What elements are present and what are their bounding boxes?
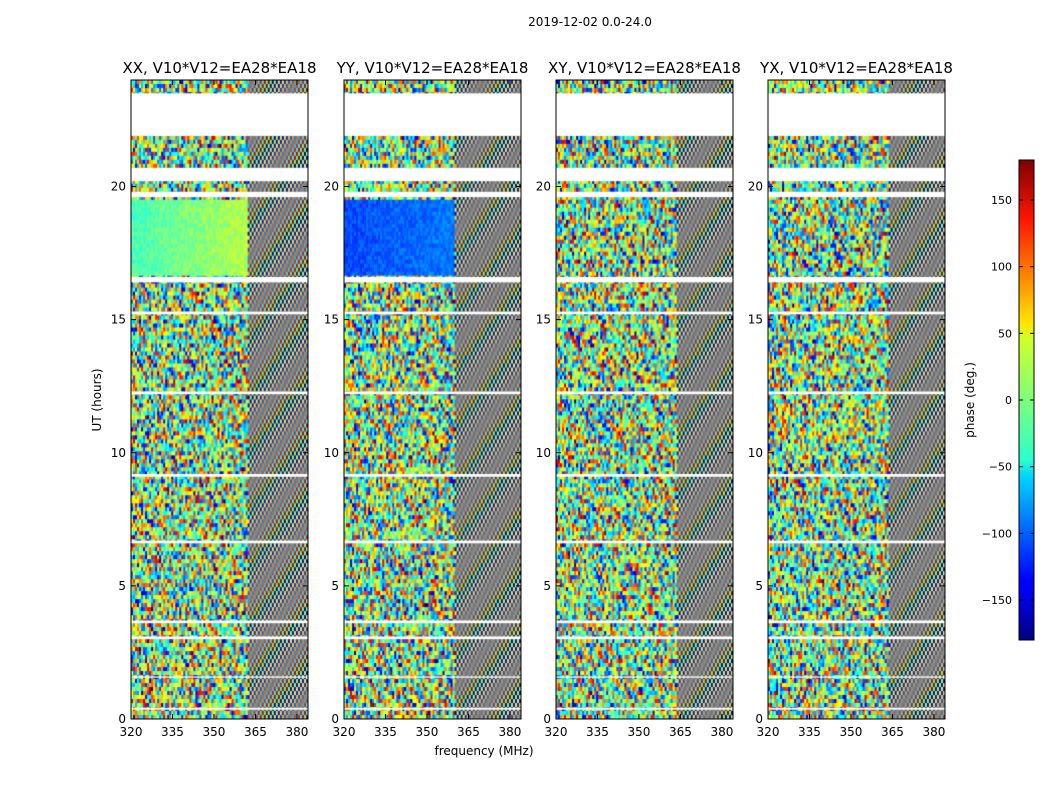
y-tick-label: 0	[331, 712, 339, 726]
colorbar: −150 −100 −50 0 50 100 150 phase (deg.)	[963, 159, 1035, 641]
colorbar-label: phase (deg.)	[963, 362, 977, 438]
y-tick-label: 20	[748, 180, 763, 194]
x-tick-label: 380	[710, 725, 733, 739]
panel-heatmap	[131, 80, 308, 719]
x-tick-label: 365	[244, 725, 267, 739]
y-tick-label: 20	[324, 180, 339, 194]
colorbar-tick-label: 50	[998, 327, 1012, 340]
panels: XX, V10*V12=EA28*EA18 320 335 350 365 380 0 5 10…	[111, 59, 953, 739]
x-tick-label: 320	[757, 725, 780, 739]
x-tick-label: 380	[922, 725, 945, 739]
panel-title: YY, V10*V12=EA28*EA18	[336, 59, 529, 77]
colorbar-tick-label: −150	[982, 594, 1012, 607]
y-tick-label: 15	[324, 313, 339, 327]
x-tick-label: 335	[374, 725, 397, 739]
y-tick-label: 5	[543, 579, 551, 593]
x-tick-label: 320	[333, 725, 356, 739]
y-tick-label: 5	[331, 579, 339, 593]
panel-title: XY, V10*V12=EA28*EA18	[548, 59, 741, 77]
panel-heatmap	[344, 80, 521, 719]
x-tick-label: 365	[881, 725, 904, 739]
panel-2: YY, V10*V12=EA28*EA18 320 335 350 365 380 0 5 10…	[324, 59, 529, 739]
y-tick-label: 10	[536, 446, 551, 460]
y-tick-label: 10	[324, 446, 339, 460]
x-tick-label: 350	[416, 725, 439, 739]
y-tick-label: 15	[748, 313, 763, 327]
x-axis-label: frequency (MHz)	[434, 744, 533, 758]
x-tick-label: 350	[203, 725, 226, 739]
y-tick-label: 0	[118, 712, 126, 726]
y-tick-label: 5	[118, 579, 126, 593]
x-tick-label: 350	[628, 725, 651, 739]
y-tick-label: 0	[543, 712, 551, 726]
figure-suptitle: 2019-12-02 0.0-24.0	[528, 15, 652, 29]
y-tick-label: 15	[111, 313, 126, 327]
panel-frame	[767, 79, 946, 720]
colorbar-tick-label: 100	[991, 261, 1012, 274]
panel-heatmap	[768, 80, 945, 719]
panel-frame	[343, 79, 522, 720]
panel-title: YX, V10*V12=EA28*EA18	[759, 59, 953, 77]
colorbar-tick-label: −50	[989, 461, 1012, 474]
panel-4: YX, V10*V12=EA28*EA18 320 335 350 365 380 0 5 10…	[748, 59, 953, 739]
colorbar-tick-label: 150	[991, 194, 1012, 207]
panel-frame	[130, 79, 309, 720]
y-tick-label: 20	[111, 180, 126, 194]
y-axis-label: UT (hours)	[90, 368, 104, 431]
x-tick-label: 335	[161, 725, 184, 739]
x-tick-label: 335	[586, 725, 609, 739]
panel-frame	[555, 79, 734, 720]
x-tick-label: 380	[498, 725, 521, 739]
x-tick-label: 335	[798, 725, 821, 739]
x-tick-label: 320	[120, 725, 143, 739]
panel-1: XX, V10*V12=EA28*EA18 320 335 350 365 380 0 5 10…	[111, 59, 317, 739]
x-tick-label: 365	[457, 725, 480, 739]
x-tick-label: 380	[285, 725, 308, 739]
colorbar-tick-label: 0	[1005, 394, 1012, 407]
colorbar-ticks: −150 −100 −50 0 50 100 150	[982, 194, 1034, 607]
y-tick-label: 5	[755, 579, 763, 593]
y-tick-label: 20	[536, 180, 551, 194]
colorbar-tick-label: −100	[982, 527, 1012, 540]
x-tick-label: 365	[669, 725, 692, 739]
x-tick-label: 350	[840, 725, 863, 739]
y-tick-label: 10	[111, 446, 126, 460]
y-tick-label: 10	[748, 446, 763, 460]
x-tick-label: 320	[545, 725, 568, 739]
panel-title: XX, V10*V12=EA28*EA18	[122, 59, 316, 77]
panel-heatmap	[556, 80, 733, 719]
y-tick-label: 0	[755, 712, 763, 726]
y-tick-label: 15	[536, 313, 551, 327]
panel-3: XY, V10*V12=EA28*EA18 320 335 350 365 380 0 5 10…	[536, 59, 741, 739]
